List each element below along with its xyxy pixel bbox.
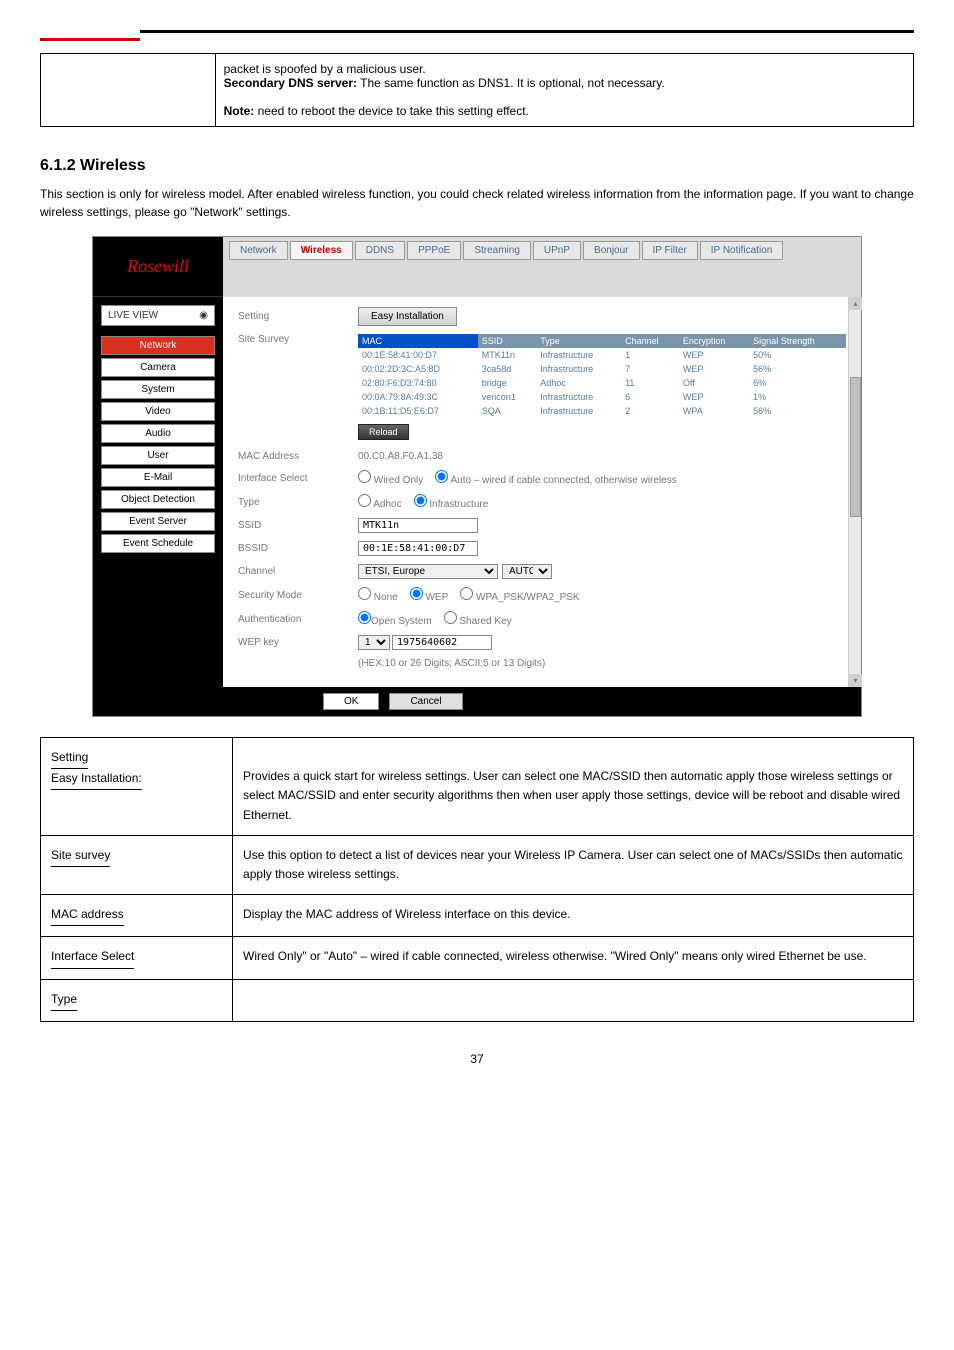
- bssid-input[interactable]: [358, 541, 478, 556]
- auth-open-radio[interactable]: Open System: [358, 611, 432, 627]
- setting-label: Setting: [238, 311, 358, 322]
- sidebar-item-camera[interactable]: Camera: [101, 358, 215, 377]
- tab-ddns[interactable]: DDNS: [355, 241, 405, 260]
- def-macaddress-text: Display the MAC address of Wireless inte…: [233, 895, 914, 937]
- tab-ipnotification[interactable]: IP Notification: [700, 241, 784, 260]
- sidebar-item-user[interactable]: User: [101, 446, 215, 465]
- security-wep-radio[interactable]: WEP: [410, 587, 449, 603]
- top-line2: Secondary DNS server: The same function …: [224, 76, 905, 90]
- easy-installation-button[interactable]: Easy Installation: [358, 307, 457, 326]
- adhoc-radio[interactable]: Adhoc: [358, 494, 402, 510]
- footer-buttons: OK Cancel: [93, 687, 861, 716]
- top-continuation-table: packet is spoofed by a malicious user. S…: [40, 53, 914, 127]
- wep-hint: (HEX:10 or 26 Digits; ASCII:5 or 13 Digi…: [358, 658, 545, 669]
- mac-address-label: MAC Address: [238, 451, 358, 462]
- top-note: Note: need to reboot the device to take …: [224, 104, 905, 118]
- tab-bar: Network Wireless DDNS PPPoE Streaming UP…: [223, 237, 861, 297]
- def-sitesurvey: Site survey: [41, 835, 233, 894]
- top-col1: [41, 54, 216, 127]
- auto-radio[interactable]: Auto – wired if cable connected, otherwi…: [435, 470, 676, 486]
- cancel-button[interactable]: Cancel: [389, 693, 462, 710]
- sidebar-item-email[interactable]: E-Mail: [101, 468, 215, 487]
- mac-address-value: 00.C0.A8.F0.A1.38: [358, 451, 443, 462]
- wep-key-input[interactable]: [392, 635, 492, 650]
- scroll-thumb[interactable]: [850, 377, 861, 517]
- site-survey-table: MAC SSID Type Channel Encryption Signal …: [358, 334, 846, 418]
- tab-pppoe[interactable]: PPPoE: [407, 241, 461, 260]
- sidebar-item-video[interactable]: Video: [101, 402, 215, 421]
- def-setting-text: Provides a quick start for wireless sett…: [233, 738, 914, 836]
- sidebar-item-network[interactable]: Network: [101, 336, 215, 355]
- wep-index-select[interactable]: 1: [358, 635, 390, 650]
- survey-col-encryption[interactable]: Encryption: [679, 334, 749, 348]
- reload-button[interactable]: Reload: [358, 424, 409, 440]
- main-panel: Setting Easy Installation Site Survey MA…: [223, 297, 861, 687]
- sidebar-item-objectdetection[interactable]: Object Detection: [101, 490, 215, 509]
- tab-network[interactable]: Network: [229, 241, 288, 260]
- authentication-label: Authentication: [238, 614, 358, 625]
- bssid-label: BSSID: [238, 543, 358, 554]
- definitions-table: Setting Easy Installation: Provides a qu…: [40, 737, 914, 1022]
- wired-only-radio[interactable]: Wired Only: [358, 470, 423, 486]
- def-type-text: [233, 979, 914, 1021]
- sidebar-item-eventschedule[interactable]: Event Schedule: [101, 534, 215, 553]
- logo: Rosewill: [93, 237, 223, 297]
- sidebar-item-audio[interactable]: Audio: [101, 424, 215, 443]
- section-desc: This section is only for wireless model.…: [40, 185, 914, 221]
- sidebar-item-system[interactable]: System: [101, 380, 215, 399]
- top-line1: packet is spoofed by a malicious user.: [224, 62, 905, 76]
- security-none-radio[interactable]: None: [358, 587, 398, 603]
- security-mode-label: Security Mode: [238, 590, 358, 601]
- auth-shared-radio[interactable]: Shared Key: [444, 611, 512, 627]
- type-label: Type: [238, 497, 358, 508]
- wireless-screenshot: Rosewill Network Wireless DDNS PPPoE Str…: [92, 236, 862, 717]
- section-title: 6.1.2 Wireless: [40, 157, 914, 175]
- def-macaddress: MAC address: [41, 895, 233, 937]
- survey-col-ssid[interactable]: SSID: [478, 334, 536, 348]
- table-row[interactable]: 00:1B:11:D5:E6:D7SQAInfrastructure2WPA56…: [358, 404, 846, 418]
- security-wpa-radio[interactable]: WPA_PSK/WPA2_PSK: [460, 587, 579, 603]
- top-col2: packet is spoofed by a malicious user. S…: [215, 54, 913, 127]
- survey-col-channel[interactable]: Channel: [621, 334, 679, 348]
- survey-col-type[interactable]: Type: [536, 334, 621, 348]
- eye-icon: ◉: [199, 310, 208, 321]
- live-view-button[interactable]: LIVE VIEW ◉: [101, 305, 215, 326]
- table-row[interactable]: 00:1E:58:41:00:D7MTK11nInfrastructure1WE…: [358, 348, 846, 362]
- tab-wireless[interactable]: Wireless: [290, 241, 353, 260]
- channel-auto-select[interactable]: AUTO: [502, 564, 552, 579]
- scrollbar[interactable]: ▴ ▾: [848, 297, 861, 687]
- infrastructure-radio[interactable]: Infrastructure: [414, 494, 489, 510]
- survey-col-mac[interactable]: MAC: [358, 334, 478, 348]
- table-row[interactable]: 00:0A:79:8A:49:3Cvericon1Infrastructure6…: [358, 390, 846, 404]
- def-sitesurvey-text: Use this option to detect a list of devi…: [233, 835, 914, 894]
- tab-ipfilter[interactable]: IP Filter: [642, 241, 698, 260]
- def-type: Type: [41, 979, 233, 1021]
- channel-label: Channel: [238, 566, 358, 577]
- table-row[interactable]: 00:02:2D:3C:A5:8D3ca58dInfrastructure7WE…: [358, 362, 846, 376]
- scroll-up-icon[interactable]: ▴: [849, 297, 862, 310]
- header-separator: [40, 30, 914, 33]
- wep-key-label: WEP key: [238, 637, 358, 648]
- ssid-label: SSID: [238, 520, 358, 531]
- table-row[interactable]: 02:80:F6:D3:74:80bridgeAdhoc11Off6%: [358, 376, 846, 390]
- tab-upnp[interactable]: UPnP: [533, 241, 581, 260]
- ok-button[interactable]: OK: [323, 693, 379, 710]
- scroll-down-icon[interactable]: ▾: [849, 674, 862, 687]
- ssid-input[interactable]: [358, 518, 478, 533]
- interface-select-label: Interface Select: [238, 473, 358, 484]
- sidebar: LIVE VIEW ◉ Network Camera System Video …: [93, 297, 223, 687]
- page-number: 37: [40, 1052, 914, 1066]
- def-interfaceselect-text: Wired Only" or "Auto" – wired if cable c…: [233, 937, 914, 979]
- tab-bonjour[interactable]: Bonjour: [583, 241, 639, 260]
- sidebar-item-eventserver[interactable]: Event Server: [101, 512, 215, 531]
- def-setting: Setting Easy Installation:: [41, 738, 233, 836]
- tab-streaming[interactable]: Streaming: [463, 241, 531, 260]
- site-survey-label: Site Survey: [238, 334, 358, 345]
- channel-region-select[interactable]: ETSI, Europe: [358, 564, 498, 579]
- def-interfaceselect: Interface Select: [41, 937, 233, 979]
- survey-col-signal[interactable]: Signal Strength: [749, 334, 846, 348]
